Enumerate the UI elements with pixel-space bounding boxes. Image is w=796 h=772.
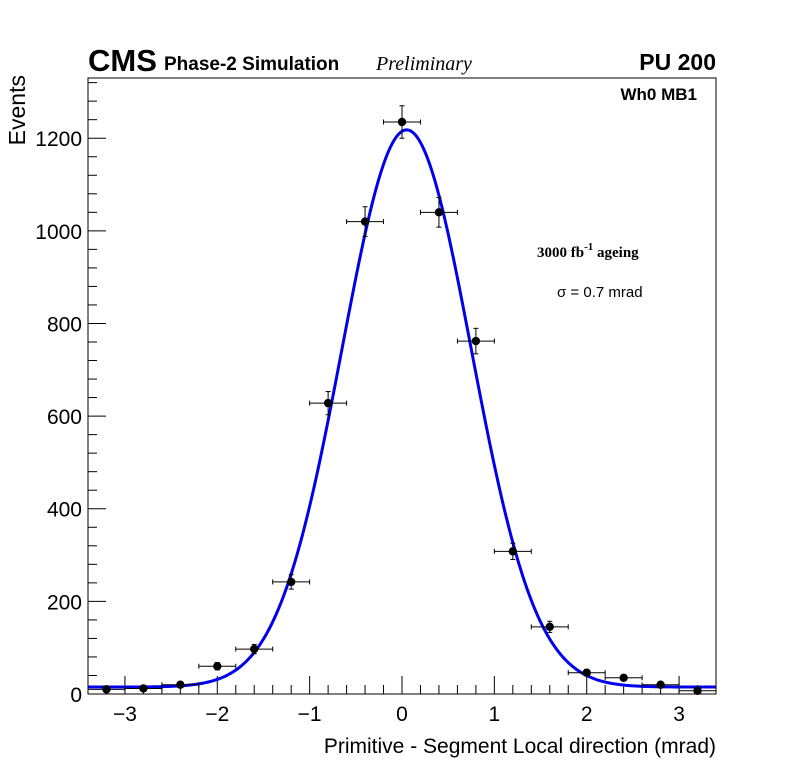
data-point xyxy=(530,620,569,633)
point-marker xyxy=(250,644,259,654)
data-point xyxy=(604,673,643,682)
point-marker xyxy=(656,680,665,689)
point-marker xyxy=(471,336,481,346)
x-tick-label: −2 xyxy=(205,703,229,726)
x-axis-title: Primitive - Segment Local direction (mra… xyxy=(324,735,716,758)
pileup-label: PU 200 xyxy=(639,49,716,75)
point-marker xyxy=(397,117,407,127)
point-marker xyxy=(176,680,185,689)
y-tick-label: 800 xyxy=(47,313,82,336)
y-tick-label: 200 xyxy=(47,591,82,614)
x-tick-label: −3 xyxy=(113,703,137,726)
axis-ticks: −3 −2 −1 0 1 2 3 0 200 400 600 800 1000 1200 xyxy=(35,82,717,726)
ageing-post: ageing xyxy=(593,245,639,261)
data-point xyxy=(456,327,495,355)
data-points xyxy=(87,105,717,695)
ageing-pre: 3000 fb xyxy=(537,245,584,261)
data-point xyxy=(161,680,200,689)
y-tick-label: 600 xyxy=(47,406,82,429)
region-label: Wh0 MB1 xyxy=(621,85,698,104)
point-marker xyxy=(545,622,554,632)
phase2-label: Phase-2 Simulation xyxy=(164,54,339,75)
point-marker xyxy=(102,685,111,694)
x-tick-label: −1 xyxy=(298,703,322,726)
data-point xyxy=(235,643,274,655)
data-point xyxy=(641,680,680,689)
cms-label: CMS xyxy=(88,43,157,78)
point-marker xyxy=(360,217,370,226)
point-marker xyxy=(582,668,591,677)
data-point xyxy=(124,684,163,693)
fit-layer xyxy=(88,128,716,689)
y-tick-label: 400 xyxy=(47,499,82,522)
data-point xyxy=(346,206,385,237)
y-tick-label: 0 xyxy=(70,684,82,707)
y-tick-label: 1200 xyxy=(35,128,82,151)
preliminary-label: Preliminary xyxy=(375,53,472,75)
sigma-label: σ = 0.7 mrad xyxy=(557,284,643,301)
data-point xyxy=(493,542,532,560)
data-point xyxy=(198,662,237,671)
data-point xyxy=(309,391,348,416)
point-marker xyxy=(619,673,628,682)
x-tick-label: 0 xyxy=(396,703,408,726)
point-marker xyxy=(286,577,296,587)
data-point xyxy=(383,105,421,139)
ageing-sup: -1 xyxy=(584,241,593,253)
data-point xyxy=(419,196,458,228)
data-point xyxy=(272,574,311,590)
y-axis-title: Events xyxy=(4,75,30,145)
point-marker xyxy=(508,547,518,556)
point-marker xyxy=(693,686,702,695)
x-tick-label: 3 xyxy=(673,703,685,726)
point-marker xyxy=(323,398,333,408)
plot-frame xyxy=(87,77,717,695)
y-tick-label: 1000 xyxy=(35,221,82,244)
x-tick-label: 2 xyxy=(581,703,593,726)
ageing-label: 3000 fb-1 ageing xyxy=(537,241,639,261)
point-marker xyxy=(139,684,148,693)
x-tick-label: 1 xyxy=(489,703,501,726)
fit-curve xyxy=(88,128,716,689)
data-point xyxy=(567,668,606,677)
point-marker xyxy=(213,662,222,671)
point-marker xyxy=(434,208,444,217)
